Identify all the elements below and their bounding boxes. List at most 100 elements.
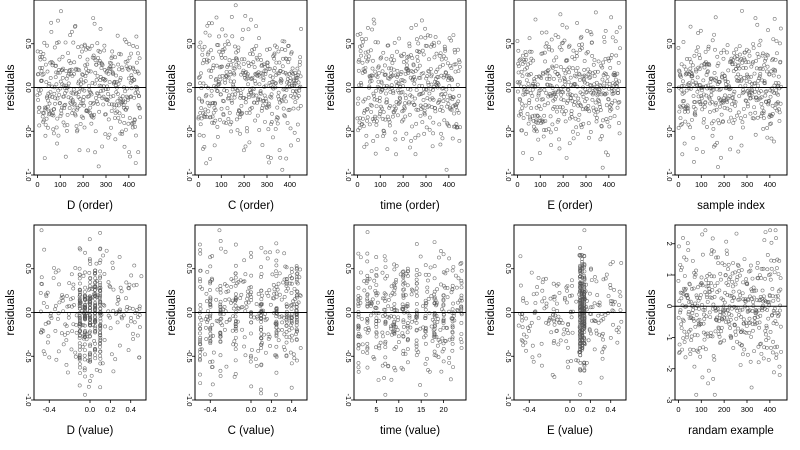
- residual-point: [92, 112, 97, 117]
- residual-point: [519, 69, 524, 74]
- residual-point: [65, 128, 69, 133]
- residual-point: [414, 348, 419, 352]
- residual-point: [592, 301, 597, 306]
- residual-point: [97, 59, 102, 63]
- residual-point: [518, 283, 523, 288]
- residual-point: [123, 89, 127, 94]
- residual-point: [454, 285, 459, 290]
- residual-point: [230, 328, 235, 333]
- residual-point: [297, 275, 302, 280]
- residual-point: [243, 353, 248, 358]
- residual-point: [578, 268, 582, 273]
- residual-point: [606, 56, 611, 61]
- residual-point: [77, 356, 82, 361]
- residual-point: [210, 120, 215, 125]
- residual-point: [131, 67, 136, 72]
- residual-point: [226, 289, 231, 294]
- y-tick-label: -0.5: [185, 125, 194, 138]
- residual-point: [247, 95, 252, 99]
- residual-point: [111, 369, 116, 374]
- residual-point: [289, 318, 294, 323]
- residual-point: [440, 136, 445, 141]
- residual-point: [284, 318, 289, 322]
- residual-point: [522, 84, 527, 89]
- residual-point: [459, 340, 464, 345]
- residual-point: [444, 87, 449, 92]
- residual-point: [724, 320, 728, 324]
- x-tick-label: 0.0: [85, 405, 95, 414]
- residual-point: [59, 105, 64, 110]
- residual-point: [682, 99, 686, 103]
- residual-point: [66, 84, 71, 89]
- residual-point: [229, 129, 234, 134]
- residual-point: [686, 106, 691, 111]
- residual-point: [101, 88, 105, 93]
- residual-point: [580, 295, 585, 300]
- residual-point: [764, 89, 769, 94]
- residual-point: [198, 347, 203, 352]
- residual-point: [684, 335, 689, 340]
- residual-point: [525, 65, 529, 70]
- residual-point: [715, 290, 720, 294]
- residual-point: [423, 263, 428, 268]
- residual-point: [717, 79, 722, 84]
- residual-point: [566, 322, 571, 326]
- residual-point: [294, 323, 299, 328]
- residual-point: [98, 75, 103, 79]
- residual-point: [557, 137, 561, 142]
- residual-point: [285, 121, 290, 125]
- residual-point: [541, 134, 546, 139]
- residual-point: [388, 324, 393, 329]
- residual-point: [77, 306, 82, 311]
- y-tick-label: 0.0: [665, 82, 674, 92]
- residual-point: [761, 51, 765, 56]
- residual-point: [93, 328, 98, 333]
- residual-point: [721, 48, 726, 53]
- residual-point: [595, 293, 600, 297]
- residual-point: [409, 53, 413, 58]
- residual-point: [98, 285, 103, 290]
- residual-point: [58, 86, 63, 91]
- residual-point: [561, 68, 566, 72]
- residual-point: [120, 68, 125, 72]
- residual-point: [208, 115, 213, 120]
- residual-point: [83, 330, 87, 335]
- residual-point: [252, 65, 257, 70]
- residual-point: [65, 113, 70, 117]
- residual-point: [64, 338, 69, 343]
- residual-point: [200, 47, 205, 52]
- residual-point: [753, 132, 758, 137]
- residual-point: [371, 58, 375, 63]
- residual-point: [230, 34, 235, 39]
- residual-point: [580, 300, 585, 305]
- residual-point: [557, 146, 562, 151]
- residual-point: [590, 305, 595, 310]
- residual-point: [707, 310, 712, 315]
- residual-point: [678, 72, 683, 77]
- residual-point: [365, 106, 370, 111]
- residual-point: [614, 328, 619, 332]
- residual-point: [62, 332, 67, 337]
- residual-point: [209, 69, 214, 73]
- x-axis-title: C (value): [228, 425, 275, 437]
- residual-point: [746, 352, 750, 357]
- residual-point: [532, 311, 537, 316]
- residual-point: [525, 112, 530, 116]
- residual-point: [605, 119, 610, 124]
- residual-point: [713, 329, 718, 334]
- residual-point: [774, 356, 779, 360]
- residual-point: [769, 136, 774, 141]
- residual-point: [761, 111, 766, 116]
- residual-point: [737, 94, 742, 98]
- residual-point: [601, 60, 606, 65]
- residual-point: [82, 366, 87, 371]
- residual-point: [459, 298, 464, 303]
- residual-point: [296, 106, 301, 111]
- residual-point: [87, 83, 91, 88]
- residual-point: [284, 283, 289, 288]
- residual-point: [581, 94, 586, 99]
- residual-point: [101, 94, 106, 99]
- residual-point: [758, 342, 762, 347]
- residual-point: [406, 101, 411, 106]
- residual-point: [440, 109, 445, 113]
